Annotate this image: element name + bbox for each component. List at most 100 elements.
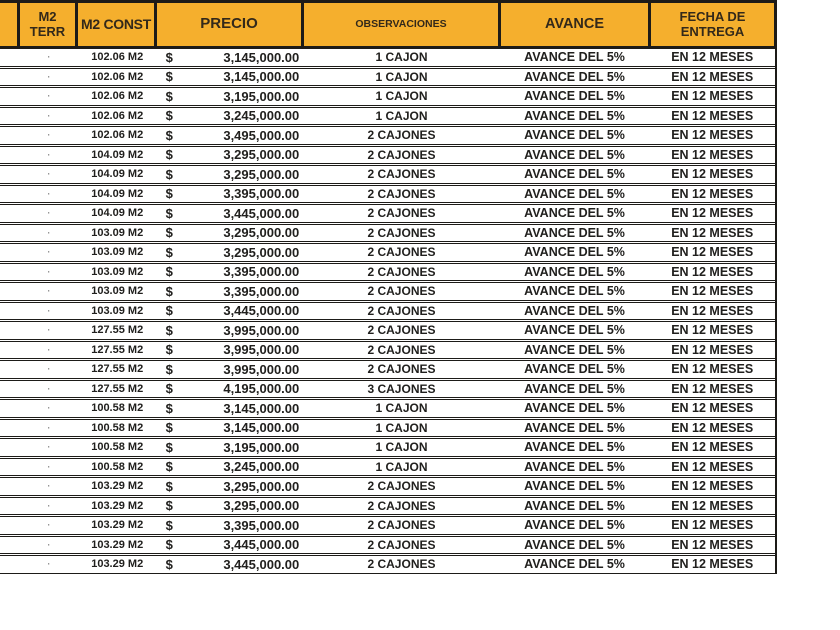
cell-fecha-entrega: EN 12 MESES xyxy=(671,50,754,65)
precio-amount: 3,445,000.00 xyxy=(223,537,300,553)
cell-offscreen xyxy=(0,108,20,125)
cell-m2-terr: · xyxy=(47,169,51,180)
precio-amount: 3,395,000.00 xyxy=(223,517,300,533)
table-row: · 103.29 M2 $3,395,000.00 2 CAJONES AVANCE D… xyxy=(0,516,775,535)
table-row: · 100.58 M2 $3,245,000.00 1 CAJON AVANCE DEL… xyxy=(0,457,775,476)
precio-amount: 3,195,000.00 xyxy=(223,439,300,455)
cell-precio: $3,295,000.00 xyxy=(157,498,304,515)
precio-amount: 3,295,000.00 xyxy=(223,498,300,514)
cell-avance: AVANCE DEL 5% xyxy=(524,557,625,572)
cell-offscreen xyxy=(0,88,20,105)
precio-amount: 3,145,000.00 xyxy=(223,400,300,416)
cell-avance: AVANCE DEL 5% xyxy=(524,401,625,416)
cell-avance: AVANCE DEL 5% xyxy=(524,303,625,318)
currency-symbol: $ xyxy=(165,439,173,455)
cell-fecha-entrega: EN 12 MESES xyxy=(671,108,754,123)
cell-m2-terr: · xyxy=(47,383,51,394)
cell-observaciones: 3 CAJONES xyxy=(367,381,436,396)
cell-fecha-entrega: EN 12 MESES xyxy=(671,186,754,201)
cell-fecha-entrega: EN 12 MESES xyxy=(671,440,754,455)
currency-symbol: $ xyxy=(165,361,173,377)
cell-m2-const: 104.09 M2 xyxy=(91,187,144,200)
table-row: · 103.09 M2 $3,295,000.00 2 CAJONES AVANCE D… xyxy=(0,243,775,262)
cell-fecha-entrega: EN 12 MESES xyxy=(671,479,754,494)
cell-precio: $3,395,000.00 xyxy=(157,283,304,300)
cell-observaciones: 2 CAJONES xyxy=(367,362,436,377)
currency-symbol: $ xyxy=(165,537,173,553)
table-row: · 102.06 M2 $3,195,000.00 1 CAJON AVANCE DEL… xyxy=(0,87,775,106)
currency-symbol: $ xyxy=(165,303,173,319)
cell-avance: AVANCE DEL 5% xyxy=(524,284,625,299)
precio-amount: 3,995,000.00 xyxy=(223,361,300,377)
currency-symbol: $ xyxy=(165,283,173,299)
cell-offscreen xyxy=(0,49,20,66)
cell-m2-const: 104.09 M2 xyxy=(91,207,144,220)
cell-observaciones: 1 CAJON xyxy=(375,420,428,435)
cell-m2-const: 103.09 M2 xyxy=(91,304,144,317)
precio-amount: 3,295,000.00 xyxy=(223,166,300,182)
cell-precio: $3,295,000.00 xyxy=(157,478,304,495)
cell-avance: AVANCE DEL 5% xyxy=(524,420,625,435)
table-body: · 102.06 M2 $3,145,000.00 1 CAJON AVANCE DEL… xyxy=(0,48,777,574)
table-row: · 103.29 M2 $3,295,000.00 2 CAJONES AVANCE D… xyxy=(0,477,775,496)
currency-symbol: $ xyxy=(165,108,173,124)
cell-precio: $3,145,000.00 xyxy=(157,69,304,86)
table-row: · 127.55 M2 $3,995,000.00 2 CAJONES AVANCE D… xyxy=(0,321,775,340)
currency-symbol: $ xyxy=(165,186,173,202)
cell-fecha-entrega: EN 12 MESES xyxy=(671,401,754,416)
table-row: · 103.09 M2 $3,395,000.00 2 CAJONES AVANCE D… xyxy=(0,282,775,301)
cell-offscreen xyxy=(0,283,20,300)
table-row: · 127.55 M2 $3,995,000.00 2 CAJONES AVANCE D… xyxy=(0,360,775,379)
cell-m2-terr: · xyxy=(47,500,51,511)
currency-symbol: $ xyxy=(165,498,173,514)
currency-symbol: $ xyxy=(165,69,173,85)
precio-amount: 3,995,000.00 xyxy=(223,342,300,358)
cell-offscreen xyxy=(0,225,20,242)
table-row: · 102.06 M2 $3,245,000.00 1 CAJON AVANCE DEL… xyxy=(0,106,775,125)
cell-offscreen xyxy=(0,264,20,281)
cell-m2-terr: · xyxy=(47,188,51,199)
cell-offscreen xyxy=(0,400,20,417)
cell-avance: AVANCE DEL 5% xyxy=(524,362,625,377)
cell-avance: AVANCE DEL 5% xyxy=(524,206,625,221)
table-row: · 103.09 M2 $3,395,000.00 2 CAJONES AVANCE D… xyxy=(0,262,775,281)
table-row: · 100.58 M2 $3,145,000.00 1 CAJON AVANCE DEL… xyxy=(0,418,775,437)
cell-avance: AVANCE DEL 5% xyxy=(524,381,625,396)
cell-precio: $3,195,000.00 xyxy=(157,88,304,105)
precio-amount: 3,295,000.00 xyxy=(223,478,300,494)
currency-symbol: $ xyxy=(165,420,173,436)
cell-m2-terr: · xyxy=(47,559,51,570)
cell-fecha-entrega: EN 12 MESES xyxy=(671,225,754,240)
precio-amount: 4,195,000.00 xyxy=(223,381,300,397)
cell-observaciones: 2 CAJONES xyxy=(367,303,436,318)
cell-fecha-entrega: EN 12 MESES xyxy=(671,342,754,357)
cell-fecha-entrega: EN 12 MESES xyxy=(671,518,754,533)
cell-m2-const: 103.29 M2 xyxy=(91,538,144,551)
currency-symbol: $ xyxy=(165,205,173,221)
cell-observaciones: 1 CAJON xyxy=(375,401,428,416)
cell-offscreen xyxy=(0,420,20,437)
cell-fecha-entrega: EN 12 MESES xyxy=(671,147,754,162)
table-row: · 104.09 M2 $3,445,000.00 2 CAJONES AVANCE D… xyxy=(0,204,775,223)
cell-precio: $4,195,000.00 xyxy=(157,381,304,398)
currency-symbol: $ xyxy=(165,556,173,572)
cell-observaciones: 2 CAJONES xyxy=(367,225,436,240)
cell-precio: $3,145,000.00 xyxy=(157,420,304,437)
cell-offscreen xyxy=(0,517,20,534)
cell-m2-const: 102.06 M2 xyxy=(91,51,144,64)
cell-offscreen xyxy=(0,166,20,183)
cell-observaciones: 2 CAJONES xyxy=(367,498,436,513)
cell-avance: AVANCE DEL 5% xyxy=(524,440,625,455)
col-header-m2-terr: M2 TERR xyxy=(20,3,78,46)
cell-observaciones: 1 CAJON xyxy=(375,459,428,474)
currency-symbol: $ xyxy=(165,459,173,475)
cell-offscreen xyxy=(0,459,20,476)
cell-m2-terr: · xyxy=(47,52,51,63)
precio-amount: 3,295,000.00 xyxy=(223,244,300,260)
precio-amount: 3,995,000.00 xyxy=(223,322,300,338)
cell-avance: AVANCE DEL 5% xyxy=(524,537,625,552)
cell-precio: $3,445,000.00 xyxy=(157,556,304,573)
cell-avance: AVANCE DEL 5% xyxy=(524,225,625,240)
cell-avance: AVANCE DEL 5% xyxy=(524,89,625,104)
